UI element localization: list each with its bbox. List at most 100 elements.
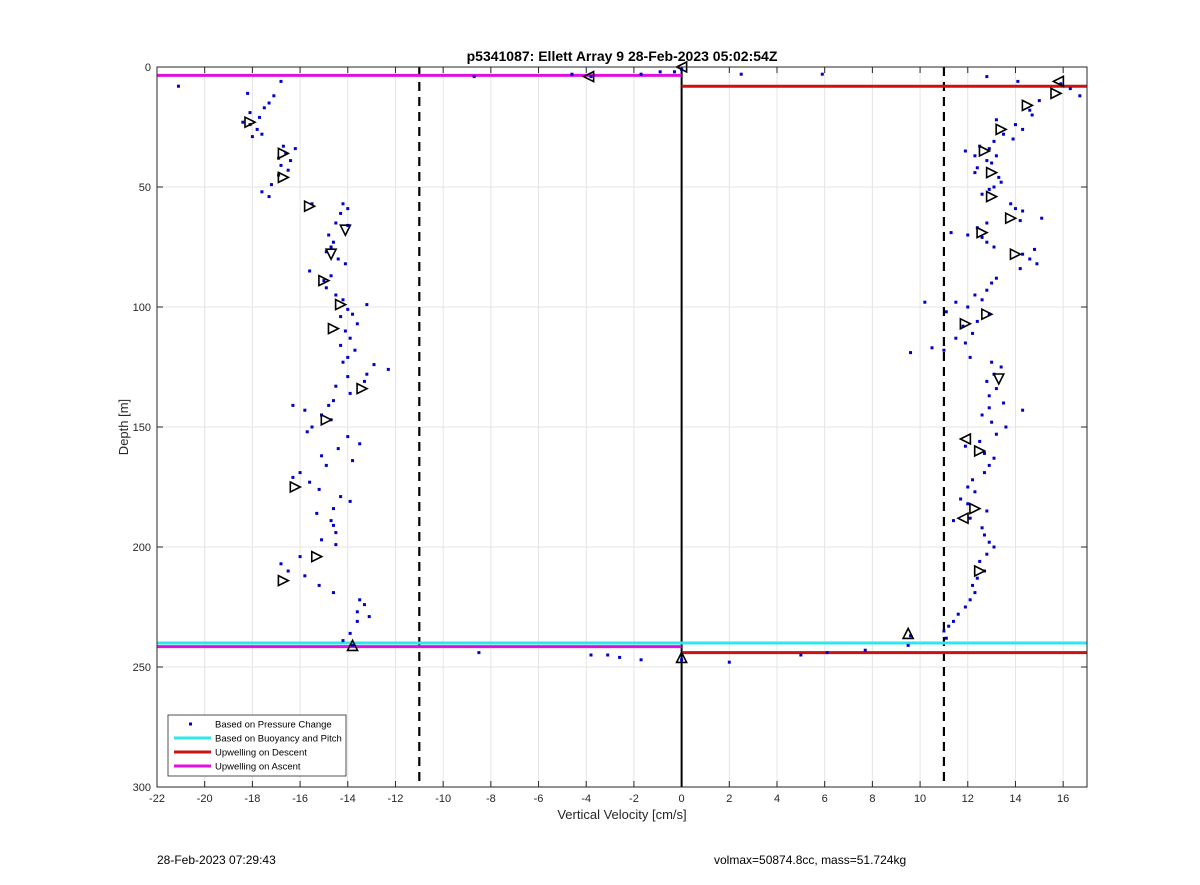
data-point [930, 346, 934, 350]
data-point [336, 257, 340, 261]
triangle-marker [1051, 75, 1065, 88]
data-point [971, 331, 975, 335]
data-point [246, 91, 250, 95]
x-tick-labels: -22 -20 -18 -16 -14 -12 -10 -8 -6 -4 -2 0 2 4 6 8 10 12 14… [149, 793, 1069, 805]
data-point [284, 151, 288, 155]
y-axis-label: Depth [m] [116, 399, 131, 455]
y-tick-label: 50 [139, 182, 151, 194]
data-point [961, 324, 965, 328]
triangle-marker [324, 248, 338, 261]
data-point [308, 480, 312, 484]
triangle-marker [978, 144, 992, 158]
data-point [341, 639, 345, 643]
data-point [336, 447, 340, 451]
data-point [990, 161, 994, 165]
data-point [329, 274, 333, 278]
data-point [348, 391, 352, 395]
triangle-marker [675, 650, 688, 664]
data-point [1002, 132, 1006, 136]
data-point [739, 72, 743, 76]
legend-label: Upwelling on Descent [215, 748, 307, 759]
data-point [992, 185, 996, 189]
data-point [1011, 137, 1015, 141]
data-point [1078, 94, 1082, 98]
x-tick-label: 16 [1057, 793, 1069, 805]
triangle-marker [320, 413, 334, 427]
triangle-marker [958, 432, 972, 446]
data-point [1021, 209, 1025, 213]
data-point [1018, 267, 1022, 271]
x-tick-label: -20 [197, 793, 213, 805]
data-point [320, 454, 324, 458]
data-point [942, 629, 946, 633]
data-point [250, 135, 254, 139]
data-point [975, 166, 979, 170]
data-point [334, 531, 338, 535]
data-point [951, 619, 955, 623]
triangle-marker [1021, 99, 1035, 112]
data-point [305, 430, 309, 434]
triangle-marker [310, 550, 324, 563]
data-point [351, 459, 355, 463]
data-point [298, 555, 302, 559]
x-tick-label: 4 [774, 793, 780, 805]
data-point [968, 598, 972, 602]
x-tick-label: -8 [486, 793, 496, 805]
data-point [303, 574, 307, 578]
data-point [680, 658, 684, 662]
data-point [286, 569, 290, 573]
data-point [982, 451, 986, 455]
data-point [994, 387, 998, 391]
data-point [978, 439, 982, 443]
triangle-marker [277, 147, 291, 160]
data-point [346, 307, 350, 311]
data-point [1013, 123, 1017, 127]
data-point [286, 168, 290, 172]
data-point [980, 298, 984, 302]
y-tick-label: 300 [133, 782, 151, 794]
data-point [985, 288, 989, 292]
data-point [1040, 216, 1044, 220]
data-point [477, 651, 481, 655]
data-point [1037, 99, 1041, 103]
triangle-marker [985, 190, 999, 203]
data-point [999, 180, 1003, 184]
data-point [365, 372, 369, 376]
data-point [341, 202, 345, 206]
triangle-marker [981, 307, 994, 321]
y-tick-label: 100 [133, 302, 151, 314]
data-point [589, 653, 593, 657]
data-point [982, 471, 986, 475]
data-point [990, 360, 994, 364]
triangle-marker [318, 274, 331, 287]
footer-timestamp: 28-Feb-2023 07:29:43 [157, 853, 276, 867]
triangle-marker [956, 511, 969, 525]
data-point [992, 139, 996, 143]
data-point [942, 348, 946, 352]
data-point [355, 610, 359, 614]
data-point [971, 478, 975, 482]
data-point [727, 660, 731, 664]
data-point [985, 509, 989, 513]
data-point [606, 653, 610, 657]
data-point [1021, 252, 1025, 256]
data-point [320, 538, 324, 542]
data-point [966, 233, 970, 237]
legend-label: Based on Pressure Change [215, 720, 332, 731]
data-point [973, 293, 977, 297]
data-point [339, 211, 343, 215]
data-point [968, 355, 972, 359]
triangle-marker [356, 382, 369, 395]
data-point [324, 286, 328, 290]
data-point [980, 526, 984, 530]
data-point [1028, 257, 1032, 261]
data-point [987, 540, 991, 544]
legend-label: Upwelling on Ascent [215, 762, 301, 773]
data-point [343, 262, 347, 266]
data-point [968, 516, 972, 520]
data-point [985, 379, 989, 383]
data-point [272, 94, 276, 98]
data-point [994, 432, 998, 436]
data-point [291, 403, 295, 407]
